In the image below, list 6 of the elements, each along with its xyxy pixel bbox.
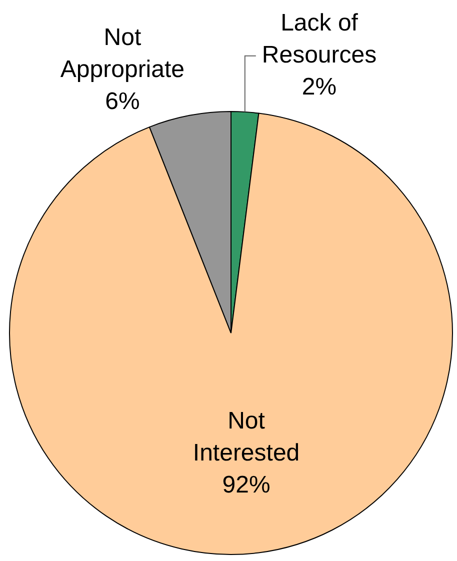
slice-label: Not Appropriate [60,24,184,84]
data-label: 6% [105,88,140,116]
data-label: 92% [222,471,270,498]
slice-label: Not Interested [192,407,300,466]
data-label: 2% [302,74,337,101]
slice-label: Lack of Resources [262,10,377,69]
